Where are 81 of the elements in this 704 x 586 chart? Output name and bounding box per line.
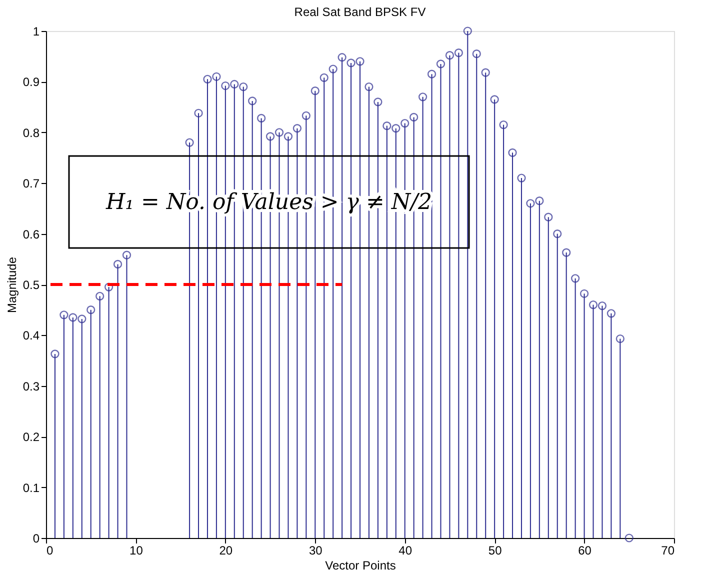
point — [346, 58, 356, 68]
point — [221, 81, 230, 90]
point — [113, 260, 122, 269]
point — [392, 124, 400, 133]
x-tick-label: 40 — [398, 544, 412, 558]
x-axis-title: Vector Points — [325, 558, 396, 572]
point — [517, 174, 526, 182]
point — [302, 111, 310, 120]
x-tick-label: 0 — [46, 544, 54, 558]
point — [328, 64, 338, 74]
point — [122, 250, 132, 260]
x-tick-label: 10 — [130, 544, 144, 558]
y-tick-label: 0.4 — [22, 328, 40, 343]
point — [50, 350, 60, 358]
point — [310, 86, 320, 96]
chart-title: Real Sat Band BPSK FV — [294, 4, 426, 19]
y-tick-label: 0.2 — [22, 430, 40, 444]
point — [562, 248, 571, 257]
point — [436, 60, 446, 68]
point — [526, 199, 535, 208]
point — [553, 230, 562, 238]
point — [212, 72, 221, 81]
point — [481, 68, 490, 77]
point — [382, 122, 392, 130]
point — [598, 301, 607, 310]
point — [257, 114, 266, 123]
y-tick-label: 0.8 — [22, 126, 40, 140]
point — [588, 300, 598, 310]
point — [490, 95, 499, 104]
y-tick-label: 0 — [32, 532, 40, 546]
point — [230, 80, 239, 89]
point — [78, 314, 86, 324]
x-tick-label: 50 — [488, 544, 502, 558]
point — [400, 118, 410, 128]
point — [203, 74, 212, 84]
point — [580, 289, 589, 298]
point — [266, 132, 275, 141]
point — [535, 196, 544, 206]
point — [508, 148, 517, 157]
x-tick-label: 20 — [219, 544, 233, 558]
point — [284, 132, 293, 141]
y-tick-label: 0.3 — [22, 379, 40, 394]
point — [544, 212, 553, 222]
point — [96, 292, 104, 300]
point — [616, 334, 624, 344]
y-tick-label: 0.1 — [22, 480, 40, 495]
point — [320, 73, 328, 82]
point — [472, 50, 481, 58]
point — [194, 108, 203, 118]
point — [624, 534, 634, 542]
y-tick-label: 0.9 — [22, 75, 40, 90]
y-tick-label: 0.6 — [22, 227, 40, 242]
point — [410, 112, 418, 122]
point — [338, 53, 346, 62]
point — [239, 82, 248, 92]
point — [364, 82, 374, 92]
point — [571, 274, 580, 283]
x-tick-label: 30 — [308, 544, 323, 558]
point — [68, 313, 78, 322]
point — [499, 120, 508, 130]
x-tick-label: 70 — [661, 544, 675, 558]
point — [463, 26, 472, 36]
point — [427, 70, 436, 78]
point — [292, 124, 302, 133]
point — [374, 98, 382, 106]
point — [185, 138, 194, 147]
point — [104, 282, 114, 292]
point — [418, 92, 428, 102]
point — [445, 51, 454, 60]
point — [274, 128, 284, 137]
y-tick-label: 0.5 — [22, 278, 40, 292]
point — [248, 96, 257, 106]
y-tick-label: 0.7 — [22, 176, 40, 191]
point — [356, 57, 364, 66]
point — [60, 310, 68, 320]
point — [86, 306, 96, 314]
point — [454, 48, 463, 58]
y-tick-label: 1 — [32, 24, 40, 38]
x-tick-label: 60 — [578, 544, 592, 558]
y-axis-title: Magnitude — [4, 256, 19, 314]
point — [606, 309, 616, 318]
